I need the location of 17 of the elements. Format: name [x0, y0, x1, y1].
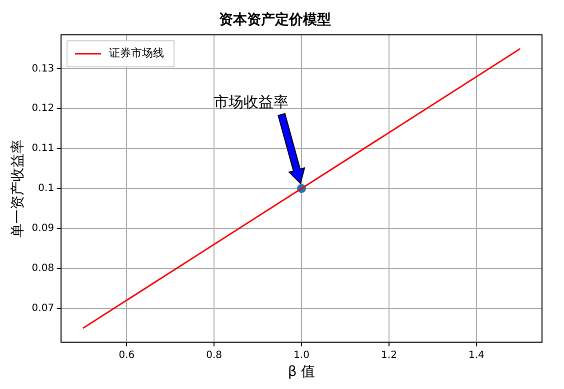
x-tick-label: 0.6	[118, 350, 135, 361]
legend-label: 证券市场线	[109, 46, 164, 60]
y-tick-label: 0.1	[38, 183, 54, 194]
x-axis-title: β 值	[288, 364, 316, 380]
chart-title: 资本资产定价模型	[219, 11, 331, 28]
x-tick-label: 1.2	[381, 350, 397, 361]
y-tick-label: 0.12	[32, 103, 54, 114]
y-tick-label: 0.08	[32, 262, 54, 274]
y-axis-title: 单一资产收益率	[10, 140, 26, 238]
y-tick-label: 0.07	[32, 302, 54, 314]
y-tick-label: 0.13	[32, 63, 54, 74]
y-tick-label: 0.11	[32, 143, 54, 154]
x-tick-label: 1.0	[294, 350, 310, 361]
x-tick-label: 1.4	[468, 350, 484, 361]
annotation: 市场收益率	[214, 92, 289, 111]
y-tick-label: 0.09	[32, 223, 54, 234]
x-tick-label: 0.8	[206, 350, 222, 361]
